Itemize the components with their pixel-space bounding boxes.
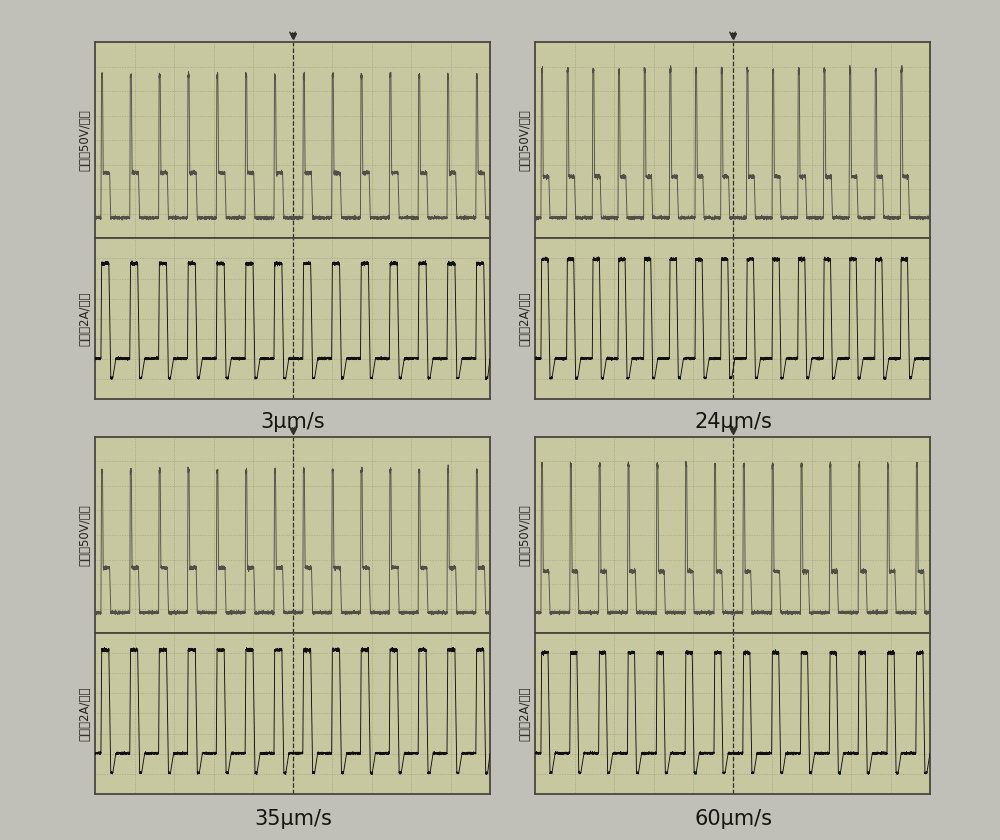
Text: 电压（50V/格）: 电压（50V/格） [78, 504, 91, 566]
Text: 电流（2A/格）: 电流（2A/格） [518, 291, 531, 346]
Text: 24μm/s: 24μm/s [694, 412, 772, 432]
Text: 电压（50V/格）: 电压（50V/格） [78, 109, 91, 171]
Text: 3μm/s: 3μm/s [261, 412, 325, 432]
Text: 电流（2A/格）: 电流（2A/格） [518, 686, 531, 741]
Text: 35μm/s: 35μm/s [254, 809, 332, 829]
Text: 电压（50V/格）: 电压（50V/格） [518, 109, 531, 171]
Text: 电流（2A/格）: 电流（2A/格） [78, 686, 91, 741]
Text: 电流（2A/格）: 电流（2A/格） [78, 291, 91, 346]
Text: 60μm/s: 60μm/s [694, 809, 772, 829]
Text: 电压（50V/格）: 电压（50V/格） [518, 504, 531, 566]
